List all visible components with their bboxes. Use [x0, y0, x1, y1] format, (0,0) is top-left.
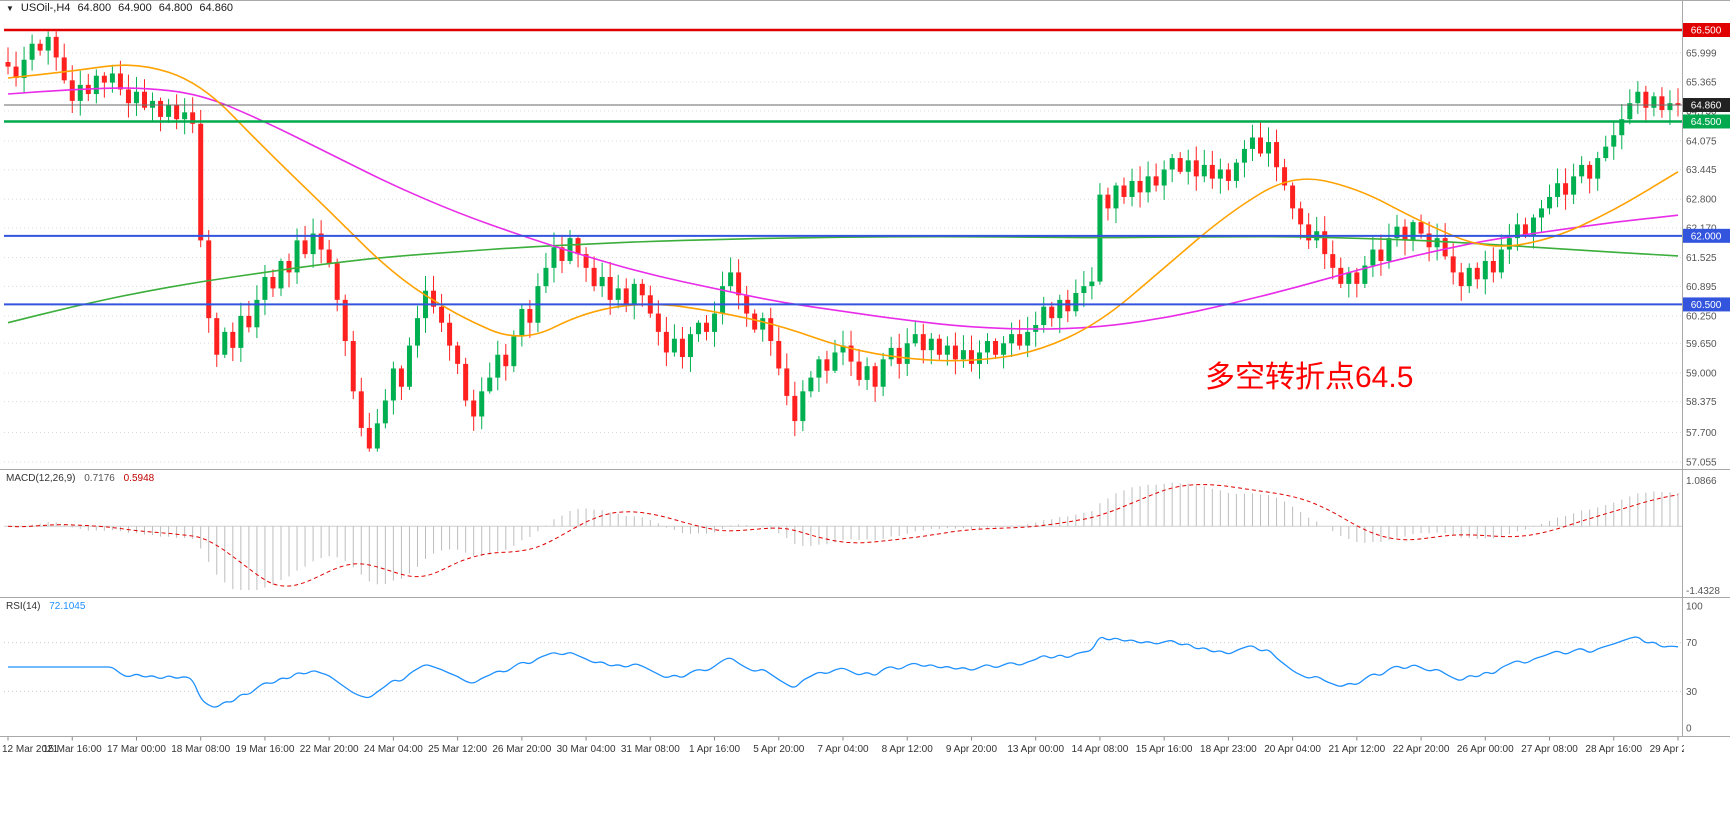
svg-text:26 Mar 20:00: 26 Mar 20:00	[492, 744, 551, 755]
svg-text:19 Mar 16:00: 19 Mar 16:00	[235, 744, 294, 755]
svg-text:22 Apr 20:00: 22 Apr 20:00	[1393, 744, 1450, 755]
price-low: 64.800	[158, 2, 193, 14]
price-high: 64.900	[118, 2, 152, 14]
svg-text:8 Apr 12:00: 8 Apr 12:00	[882, 744, 934, 755]
svg-text:64.500: 64.500	[1691, 117, 1722, 128]
svg-text:62.000: 62.000	[1691, 231, 1722, 242]
svg-text:14 Apr 08:00: 14 Apr 08:00	[1072, 744, 1129, 755]
rsi-name: RSI(14)	[6, 601, 41, 612]
svg-text:59.000: 59.000	[1686, 369, 1717, 380]
svg-text:64.075: 64.075	[1686, 136, 1717, 147]
svg-text:57.700: 57.700	[1686, 428, 1717, 439]
rsi-value: 72.1045	[49, 601, 86, 612]
rsi-level-lines	[4, 642, 1682, 692]
svg-text:60.895: 60.895	[1686, 282, 1717, 293]
macd-label: MACD(12,26,9) 0.7176 0.5948	[6, 473, 154, 484]
grid-layer	[4, 52, 1682, 463]
svg-text:59.650: 59.650	[1686, 339, 1717, 350]
svg-text:0: 0	[1686, 724, 1692, 735]
svg-text:24 Mar 04:00: 24 Mar 04:00	[364, 744, 423, 755]
svg-text:26 Apr 00:00: 26 Apr 00:00	[1457, 744, 1514, 755]
svg-text:65.999: 65.999	[1686, 48, 1717, 59]
svg-text:60.500: 60.500	[1691, 300, 1722, 311]
svg-text:1 Apr 16:00: 1 Apr 16:00	[689, 744, 741, 755]
macd-indicator-panel[interactable]: 1.0866 -1.4328	[0, 470, 1730, 598]
svg-text:18 Apr 23:00: 18 Apr 23:00	[1200, 744, 1257, 755]
svg-text:65.365: 65.365	[1686, 77, 1717, 88]
svg-text:100: 100	[1686, 602, 1703, 613]
macd-signal-line	[7, 484, 1679, 587]
ma-slow-line	[7, 235, 1679, 324]
price-axis-badges: 66.500 64.860 64.500 62.000 60.500	[1683, 23, 1730, 312]
symbol-period-label: USOil-,H4	[20, 2, 71, 14]
svg-text:25 Mar 12:00: 25 Mar 12:00	[428, 744, 487, 755]
annotation-text: 多空转折点64.5	[1205, 361, 1414, 394]
svg-text:18 Mar 08:00: 18 Mar 08:00	[171, 744, 230, 755]
svg-text:28 Apr 16:00: 28 Apr 16:00	[1585, 744, 1642, 755]
chart-title: ▼ USOil-,H4 64.800 64.900 64.800 64.860	[6, 2, 233, 14]
rsi-indicator-panel[interactable]: 100 70 30 0	[0, 598, 1730, 737]
svg-text:15 Apr 16:00: 15 Apr 16:00	[1136, 744, 1193, 755]
svg-text:21 Apr 12:00: 21 Apr 12:00	[1328, 744, 1385, 755]
svg-text:61.525: 61.525	[1686, 253, 1717, 264]
svg-text:5 Apr 20:00: 5 Apr 20:00	[753, 744, 805, 755]
svg-text:1.0866: 1.0866	[1686, 476, 1717, 487]
macd-name: MACD(12,26,9)	[6, 473, 76, 484]
svg-text:20 Apr 04:00: 20 Apr 04:00	[1264, 744, 1321, 755]
svg-text:60.250: 60.250	[1686, 311, 1717, 322]
svg-text:64.860: 64.860	[1691, 101, 1722, 112]
svg-text:17 Mar 00:00: 17 Mar 00:00	[107, 744, 166, 755]
chart-menu-icon[interactable]: ▼	[6, 3, 14, 13]
svg-text:58.375: 58.375	[1686, 397, 1717, 408]
svg-text:12 Mar 2021: 12 Mar 2021	[2, 744, 59, 755]
price-close: 64.860	[199, 2, 234, 14]
svg-text:62.800: 62.800	[1686, 195, 1717, 206]
price-open: 64.800	[77, 2, 112, 14]
svg-text:27 Apr 08:00: 27 Apr 08:00	[1521, 744, 1578, 755]
svg-text:-1.4328: -1.4328	[1686, 586, 1720, 597]
macd-histogram	[15, 482, 1679, 590]
macd-signal-value: 0.5948	[123, 473, 155, 484]
svg-text:70: 70	[1686, 638, 1698, 649]
ma-fast-line	[7, 64, 1679, 362]
rsi-line	[8, 636, 1679, 708]
macd-main-value: 0.7176	[84, 473, 115, 484]
candles-layer	[5, 31, 1681, 452]
svg-text:57.055: 57.055	[1686, 458, 1717, 469]
svg-text:31 Mar 08:00: 31 Mar 08:00	[621, 744, 680, 755]
svg-text:66.500: 66.500	[1691, 26, 1722, 37]
ma-mid-line	[7, 87, 1679, 330]
rsi-label: RSI(14) 72.1045	[6, 601, 85, 612]
svg-text:63.445: 63.445	[1686, 165, 1717, 176]
svg-text:30 Mar 04:00: 30 Mar 04:00	[557, 744, 616, 755]
rsi-axis-labels[interactable]: 100 70 30 0	[1686, 602, 1703, 735]
svg-text:22 Mar 20:00: 22 Mar 20:00	[300, 744, 359, 755]
svg-text:7 Apr 04:00: 7 Apr 04:00	[817, 744, 869, 755]
svg-text:15 Mar 16:00: 15 Mar 16:00	[43, 744, 102, 755]
svg-text:13 Apr 00:00: 13 Apr 00:00	[1007, 744, 1064, 755]
price-chart-panel[interactable]: 65.99965.36564.73064.07563.44562.80062.1…	[0, 0, 1730, 470]
svg-text:30: 30	[1686, 687, 1698, 698]
svg-text:29 Apr 22:00: 29 Apr 22:00	[1650, 744, 1707, 755]
macd-axis-labels[interactable]: 1.0866 -1.4328	[1686, 476, 1720, 597]
svg-text:9 Apr 20:00: 9 Apr 20:00	[946, 744, 998, 755]
